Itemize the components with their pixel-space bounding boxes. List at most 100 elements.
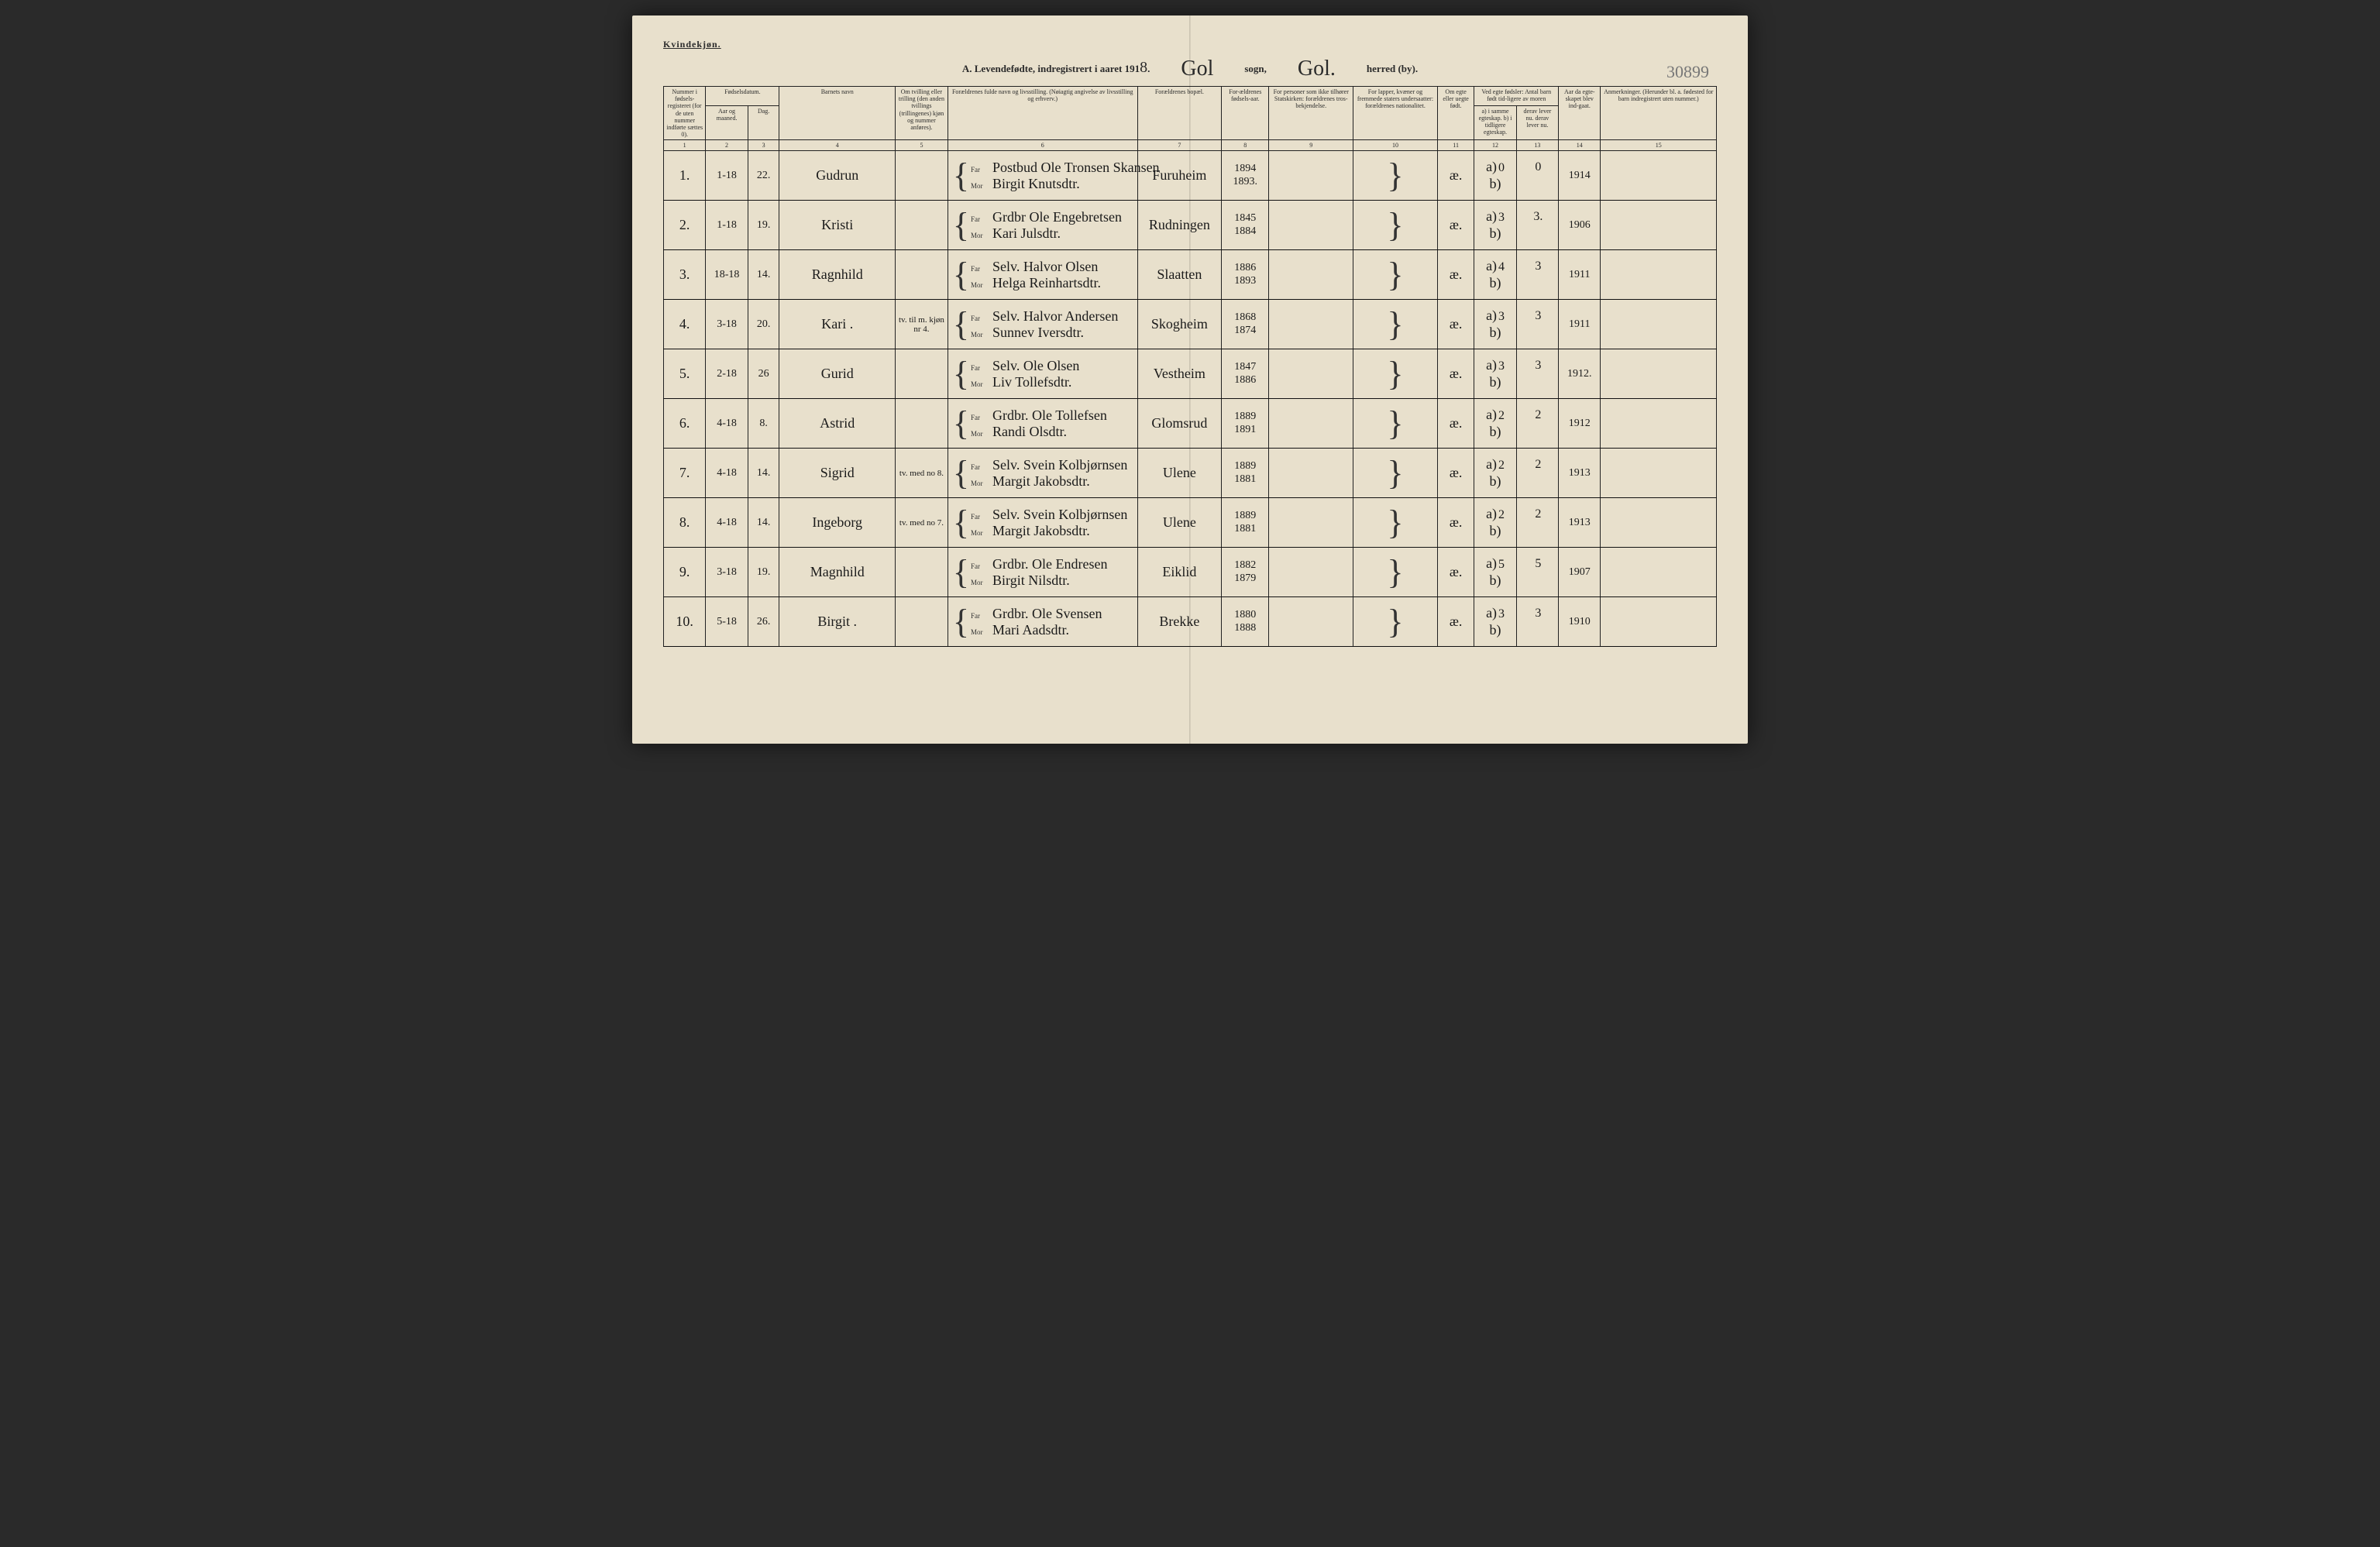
residence: Eiklid xyxy=(1137,548,1222,597)
twin-note xyxy=(895,548,948,597)
twin-note xyxy=(895,349,948,399)
birth-year-month: 4-18 xyxy=(706,399,748,449)
birth-year-month: 1-18 xyxy=(706,201,748,250)
confession xyxy=(1269,349,1353,399)
confession xyxy=(1269,399,1353,449)
birth-year-month: 1-18 xyxy=(706,151,748,201)
brace-icon: } xyxy=(1387,256,1403,294)
confession xyxy=(1269,548,1353,597)
remarks xyxy=(1601,548,1717,597)
child-name: Astrid xyxy=(779,399,895,449)
remarks xyxy=(1601,151,1717,201)
birth-day: 8. xyxy=(748,399,779,449)
twin-note xyxy=(895,151,948,201)
far-label: Far xyxy=(971,265,988,273)
twin-note xyxy=(895,399,948,449)
brace-icon: } xyxy=(1387,305,1403,343)
year-digit: 8 xyxy=(1140,59,1147,76)
mor-label: Mor xyxy=(971,529,988,537)
confession xyxy=(1269,201,1353,250)
far-label: Far xyxy=(971,215,988,223)
col-header: For lapper, kvæner og fremmede staters u… xyxy=(1353,87,1438,140)
remarks xyxy=(1601,349,1717,399)
mor-label: Mor xyxy=(971,480,988,487)
table-row: 9. 3-18 19. Magnhild { FarGrdbr. Ole End… xyxy=(664,548,1717,597)
child-name: Birgit . xyxy=(779,597,895,647)
brace-icon: } xyxy=(1387,553,1403,591)
row-number: 5. xyxy=(664,349,706,399)
parents-cell: { FarSelv. Ole Olsen MorLiv Tollefsdtr. xyxy=(948,349,1137,399)
col-header: Ved egte fødsler: Antal barn født tid-li… xyxy=(1474,87,1559,106)
mother-name: Birgit Knutsdtr. xyxy=(992,176,1080,192)
mor-label: Mor xyxy=(971,281,988,289)
marriage-year: 1911 xyxy=(1559,250,1601,300)
residence: Brekke xyxy=(1137,597,1222,647)
mor-label: Mor xyxy=(971,331,988,339)
living-children: 3 xyxy=(1516,250,1558,300)
child-name: Magnhild xyxy=(779,548,895,597)
row-number: 8. xyxy=(664,498,706,548)
birth-day: 14. xyxy=(748,449,779,498)
prior-children: a)3 b) xyxy=(1474,597,1516,647)
father-name: Grdbr. Ole Endresen xyxy=(992,556,1107,572)
mor-label: Mor xyxy=(971,182,988,190)
father-name: Selv. Ole Olsen xyxy=(992,358,1079,374)
mother-name: Helga Reinhartsdtr. xyxy=(992,275,1101,291)
mor-label: Mor xyxy=(971,430,988,438)
legitimacy: æ. xyxy=(1437,349,1474,399)
nationality: } xyxy=(1353,201,1438,250)
residence: Glomsrud xyxy=(1137,399,1222,449)
row-number: 1. xyxy=(664,151,706,201)
far-label: Far xyxy=(971,463,988,471)
ledger-page: Kvindekjøn. A. Levendefødte, indregistre… xyxy=(632,15,1748,744)
parents-cell: { FarPostbud Ole Tronsen Skansen MorBirg… xyxy=(948,151,1137,201)
birth-year-month: 5-18 xyxy=(706,597,748,647)
living-children: 2 xyxy=(1516,399,1558,449)
brace-icon: { xyxy=(953,260,969,290)
twin-note xyxy=(895,250,948,300)
table-row: 5. 2-18 26 Gurid { FarSelv. Ole Olsen Mo… xyxy=(664,349,1717,399)
column-number-row: 1 2 3 4 5 6 7 8 9 10 11 12 13 14 15 xyxy=(664,140,1717,151)
parents-birth-years: 18471886 xyxy=(1222,349,1269,399)
row-number: 2. xyxy=(664,201,706,250)
marriage-year: 1907 xyxy=(1559,548,1601,597)
marriage-year: 1911 xyxy=(1559,300,1601,349)
residence: Rudningen xyxy=(1137,201,1222,250)
remarks xyxy=(1601,597,1717,647)
colnum: 8 xyxy=(1222,140,1269,151)
col-header: Om egte eller uegte født. xyxy=(1437,87,1474,140)
birth-day: 20. xyxy=(748,300,779,349)
confession xyxy=(1269,250,1353,300)
remarks xyxy=(1601,201,1717,250)
living-children: 3 xyxy=(1516,300,1558,349)
col-header: For-ældrenes fødsels-aar. xyxy=(1222,87,1269,140)
remarks xyxy=(1601,449,1717,498)
father-name: Selv. Halvor Olsen xyxy=(992,259,1098,275)
living-children: 3. xyxy=(1516,201,1558,250)
brace-icon: } xyxy=(1387,454,1403,492)
gender-heading: Kvindekjøn. xyxy=(663,39,1717,50)
title-prefix: A. Levendefødte, indregistrert i aaret 1… xyxy=(962,63,1140,74)
living-children: 5 xyxy=(1516,548,1558,597)
table-row: 10. 5-18 26. Birgit . { FarGrdbr. Ole Sv… xyxy=(664,597,1717,647)
father-name: Postbud Ole Tronsen Skansen xyxy=(992,160,1160,176)
col-header: a) i samme egteskap. b) i tidligere egte… xyxy=(1474,105,1516,139)
title-period: . xyxy=(1147,63,1150,74)
marriage-year: 1910 xyxy=(1559,597,1601,647)
col-header: Barnets navn xyxy=(779,87,895,140)
ledger-table: Nummer i fødsels-registeret (for de uten… xyxy=(663,86,1717,647)
prior-children: a)3 b) xyxy=(1474,300,1516,349)
brace-icon: { xyxy=(953,160,969,191)
nationality: } xyxy=(1353,498,1438,548)
col-header: Anmerkninger. (Herunder bl. a. fødested … xyxy=(1601,87,1717,140)
page-number: 30899 xyxy=(1666,62,1709,82)
parents-birth-years: 18891881 xyxy=(1222,449,1269,498)
nationality: } xyxy=(1353,548,1438,597)
prior-children: a)5 b) xyxy=(1474,548,1516,597)
table-header: Nummer i fødsels-registeret (for de uten… xyxy=(664,87,1717,151)
mother-name: Kari Julsdtr. xyxy=(992,225,1061,242)
living-children: 3 xyxy=(1516,597,1558,647)
confession xyxy=(1269,597,1353,647)
prior-children: a)0 b) xyxy=(1474,151,1516,201)
residence: Slaatten xyxy=(1137,250,1222,300)
